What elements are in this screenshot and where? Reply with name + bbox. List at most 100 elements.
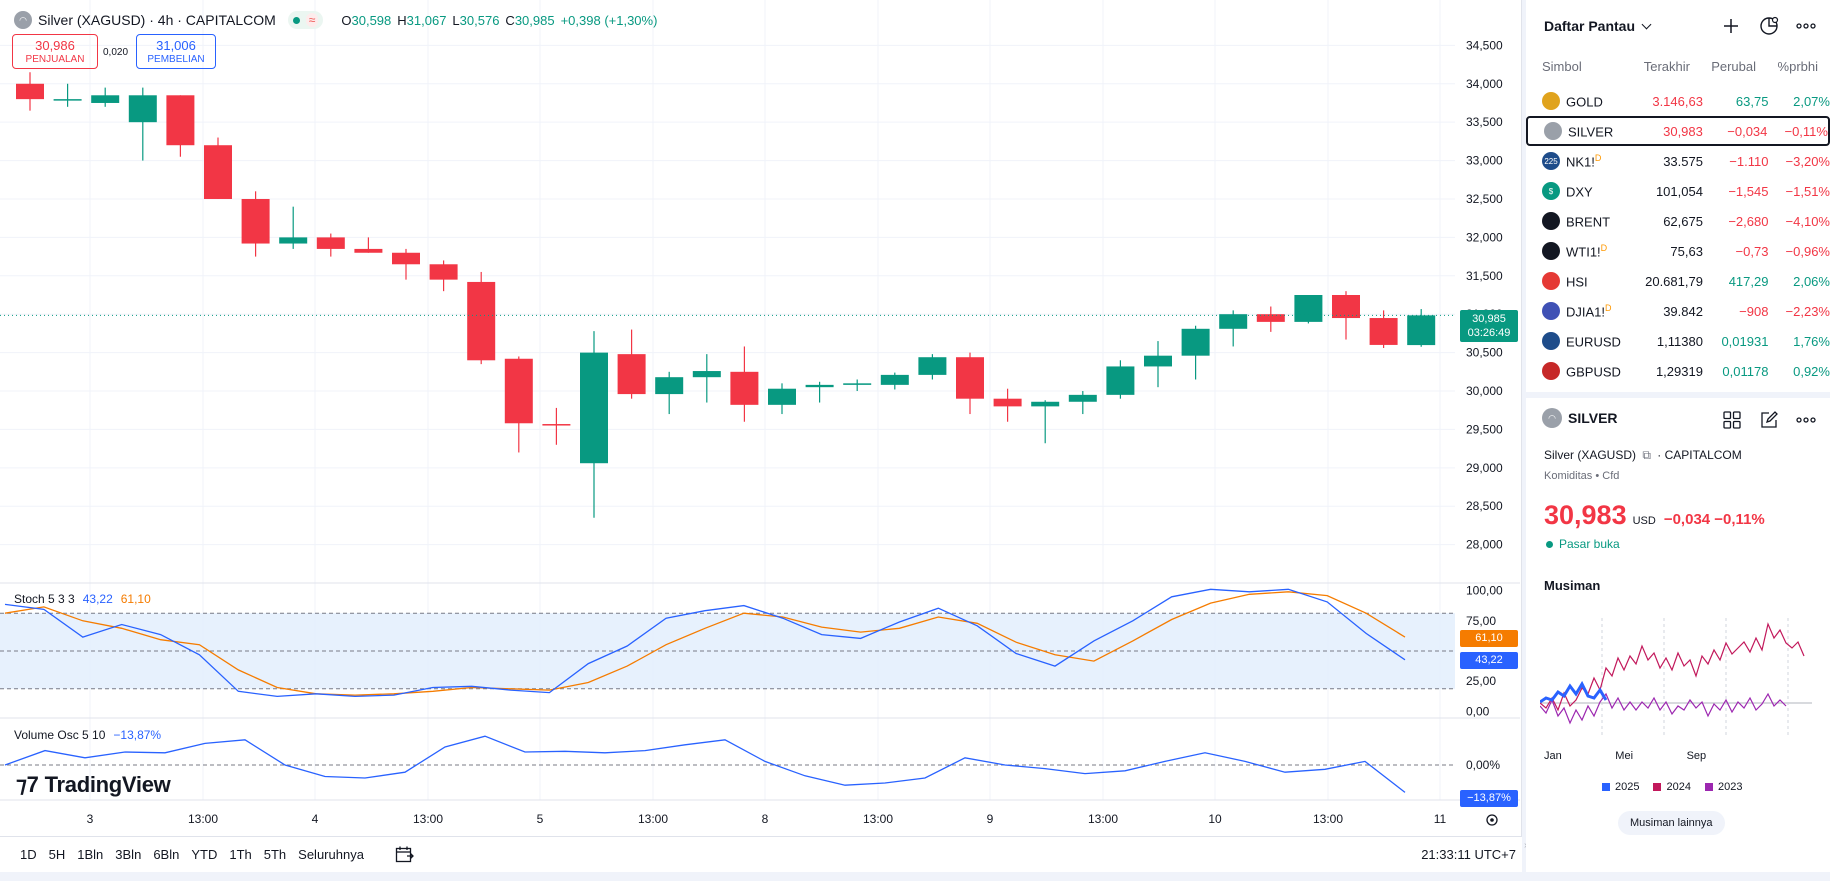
candle[interactable] [1219, 310, 1248, 347]
time-axis-label[interactable]: 5 [537, 812, 544, 826]
range-button-1th[interactable]: 1Th [229, 846, 252, 862]
more-options-icon[interactable] [1794, 14, 1818, 38]
candle[interactable] [768, 383, 796, 415]
buy-button[interactable]: 31,006 PEMBELIAN [136, 34, 216, 69]
time-axis-label[interactable]: 13:00 [1088, 812, 1118, 826]
time-axis-label[interactable]: 8 [762, 812, 769, 826]
range-button-1d[interactable]: 1D [20, 846, 37, 862]
price-axis-label[interactable]: 29,500 [1466, 422, 1503, 436]
price-axis-label[interactable]: 32,500 [1466, 192, 1503, 206]
chevron-down-icon[interactable] [1641, 19, 1652, 29]
panel-divider[interactable] [1526, 392, 1830, 398]
panel-resize-handle[interactable] [1522, 0, 1526, 881]
market-status[interactable]: Pasar buka [1546, 537, 1620, 551]
price-axis-label[interactable]: 31,500 [1466, 269, 1503, 283]
col-symbol[interactable]: Simbol [1542, 58, 1582, 74]
volume-osc-line[interactable] [4, 735, 1406, 793]
stoch-axis-label[interactable]: 0,00 [1466, 704, 1490, 718]
volume-osc-axis-label[interactable]: 0,00% [1466, 758, 1500, 772]
chart-settings-gear-icon[interactable] [1486, 814, 1498, 826]
seasonals-chart[interactable] [1540, 598, 1812, 746]
candle[interactable] [279, 206, 308, 249]
candle[interactable] [956, 352, 984, 415]
range-button-5th[interactable]: 5Th [263, 846, 287, 862]
candle[interactable] [204, 137, 232, 199]
stoch-axis-label[interactable]: 100,00 [1466, 584, 1503, 598]
range-button-seluruhnya[interactable]: Seluruhnya [298, 846, 364, 862]
time-axis-label[interactable]: 3 [87, 812, 94, 826]
price-axis-label[interactable]: 30,000 [1466, 384, 1503, 398]
candle[interactable] [16, 72, 44, 111]
time-axis-label[interactable]: 13:00 [1313, 812, 1343, 826]
time-axis-label[interactable]: 11 [1434, 812, 1447, 826]
candle[interactable] [918, 354, 947, 380]
candle[interactable] [166, 95, 195, 157]
collapse-arrow-icon[interactable]: › [1524, 840, 1527, 851]
chart-canvas[interactable]: 34,500 34,000 33,500 33,000 32,500 32,000 31,5… [0, 0, 1520, 836]
range-button-1bln[interactable]: 1Bln [77, 846, 104, 862]
candle[interactable] [429, 260, 458, 292]
time-axis-label[interactable]: 13:00 [863, 812, 893, 826]
candle[interactable] [1294, 295, 1323, 324]
candle[interactable] [1181, 325, 1210, 380]
stoch-k-line[interactable] [4, 588, 1406, 698]
goto-date-button[interactable] [392, 842, 418, 868]
time-axis-label[interactable]: 13:00 [188, 812, 218, 826]
add-symbol-plus-icon[interactable] [1719, 14, 1743, 38]
edit-note-icon[interactable] [1757, 408, 1781, 432]
stoch-axis-label[interactable]: 75,00 [1466, 614, 1496, 628]
watchlist-row-gold[interactable]: GOLD 3.146,63 63,75 2,07% [1526, 86, 1830, 116]
price-axis-label[interactable]: 28,000 [1466, 538, 1503, 552]
candle[interactable] [1144, 341, 1172, 388]
watchlist-row-gbpusd[interactable]: GBPUSD 1,29319 0,01178 0,92% [1526, 356, 1830, 386]
candle[interactable] [392, 248, 420, 280]
tradingview-logo[interactable]: ⁊7 TradingView [16, 772, 171, 798]
candle[interactable] [993, 388, 1022, 422]
range-button-ytd[interactable]: YTD [191, 846, 218, 862]
seasonals-legend-item[interactable]: 2023 [1704, 781, 1742, 793]
time-axis-label[interactable]: 13:00 [413, 812, 443, 826]
price-axis-label[interactable]: 30,500 [1466, 346, 1503, 360]
detail-name-text[interactable]: Silver (XAGUSD) [1544, 448, 1637, 462]
candle[interactable] [655, 371, 684, 415]
price-axis-label[interactable]: 34,500 [1466, 38, 1503, 52]
symbol-title[interactable]: Silver (XAGUSD) · 4h · CAPITALCOM [38, 12, 276, 28]
watchlist-row-wti1[interactable]: WTI1!D 75,63 −0,73 −0,96% [1526, 236, 1830, 266]
watchlist-row-eurusd[interactable]: EURUSD 1,11380 0,01931 1,76% [1526, 326, 1830, 356]
candle[interactable] [1256, 306, 1285, 332]
candle[interactable] [692, 354, 721, 403]
detail-more-icon[interactable] [1794, 408, 1818, 432]
candle[interactable] [1407, 309, 1436, 347]
grid-layout-icon[interactable] [1720, 408, 1744, 432]
price-axis-label[interactable]: 28,500 [1466, 499, 1503, 513]
volume-osc-legend[interactable]: Volume Osc 5 10 −13,87% [14, 728, 169, 742]
stoch-axis-label[interactable]: 25,00 [1466, 674, 1496, 688]
seasonals-legend-item[interactable]: 2025 [1602, 781, 1639, 793]
watchlist-row-dxy[interactable]: $ DXY 101,054 −1,545 −1,51% [1526, 176, 1830, 206]
candle[interactable] [1068, 391, 1097, 415]
candle[interactable] [580, 331, 608, 518]
candle[interactable] [1332, 291, 1360, 340]
price-axis-label[interactable]: 33,500 [1466, 115, 1503, 129]
market-status-pill[interactable]: ≈ [287, 11, 324, 29]
candle[interactable] [617, 329, 646, 399]
candle[interactable] [1106, 360, 1135, 399]
col-last[interactable]: Terakhir [1643, 58, 1690, 74]
candle[interactable] [504, 356, 533, 453]
stoch-legend[interactable]: Stoch 5 3 3 43,22 61,10 [14, 592, 151, 606]
col-change[interactable]: Perubal [1711, 58, 1756, 74]
price-axis-label[interactable]: 33,000 [1466, 154, 1503, 168]
watchlist-row-brent[interactable]: BRENT 62,675 −2,680 −4,10% [1526, 206, 1830, 236]
watchlist-title[interactable]: Daftar Pantau [1544, 18, 1636, 34]
watchlist-row-djia1[interactable]: DJIA1!D 39.842 −908 −2,23% [1526, 296, 1830, 326]
candle[interactable] [843, 379, 872, 392]
candle[interactable] [128, 87, 157, 161]
external-link-icon[interactable]: ⧉ [1642, 448, 1651, 462]
price-axis-label[interactable]: 34,000 [1466, 77, 1503, 91]
candle[interactable] [241, 191, 270, 257]
watchlist-row-hsi[interactable]: HSI 20.681,79 417,29 2,06% [1526, 266, 1830, 296]
more-seasonals-button[interactable]: Musiman lainnya [1618, 811, 1725, 835]
stoch-d-line[interactable] [4, 591, 1406, 696]
price-axis-label[interactable]: 32,000 [1466, 230, 1503, 244]
time-axis-label[interactable]: 13:00 [638, 812, 668, 826]
